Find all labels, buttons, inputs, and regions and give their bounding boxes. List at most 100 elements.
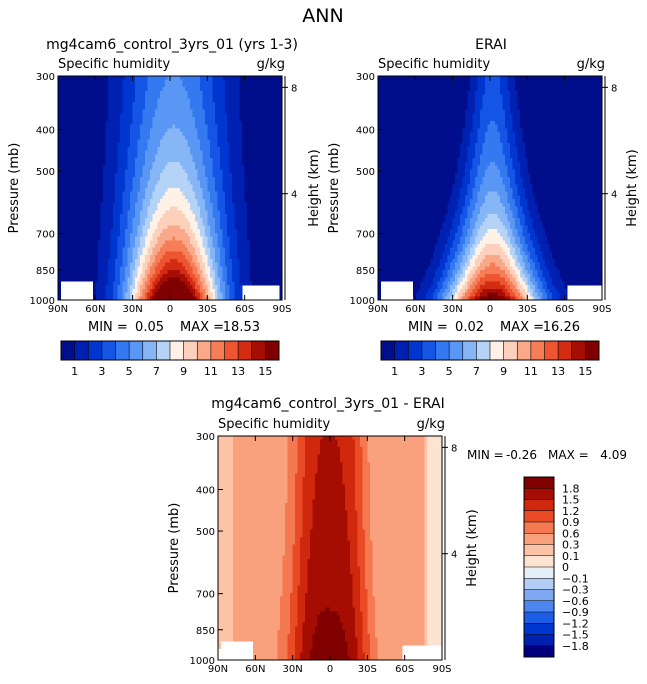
field-cell [85, 195, 89, 200]
field-cell [209, 150, 213, 155]
field-cell [207, 270, 211, 275]
field-cell [137, 165, 141, 170]
field-cell [100, 217, 104, 222]
field-cell [242, 169, 246, 174]
field-cell [95, 221, 99, 226]
field-cell [194, 225, 198, 230]
field-cell [140, 273, 143, 278]
field-cell [75, 165, 79, 170]
field-cell [145, 221, 148, 226]
field-cell [202, 229, 206, 234]
field-cell [257, 251, 260, 256]
field-cell [147, 120, 151, 125]
field-cell [145, 240, 148, 245]
field-cell [82, 225, 86, 230]
field-cell [160, 277, 163, 282]
field-cell [165, 240, 168, 245]
field-cell [199, 277, 203, 282]
field-cell [257, 270, 260, 275]
field-cell [262, 146, 265, 152]
field-cell [125, 202, 129, 208]
field-cell [70, 232, 74, 237]
field-cell [267, 90, 270, 96]
field-cell [130, 214, 134, 219]
field-cell [179, 195, 183, 200]
field-cell [147, 281, 151, 286]
field-cell [202, 191, 206, 196]
field-cell [132, 277, 136, 282]
field-cell [217, 255, 221, 260]
field-cell [204, 105, 208, 110]
field-cell [239, 94, 243, 99]
field-cell [122, 202, 126, 208]
field-cell [207, 146, 211, 152]
field-cell [130, 87, 134, 92]
field-cell [227, 158, 231, 163]
field-cell [234, 158, 238, 163]
field-cell [174, 139, 178, 144]
field-cell [92, 191, 96, 196]
field-cell [194, 109, 198, 114]
field-cell [67, 150, 71, 155]
field-cell [62, 105, 66, 110]
field-cell [247, 206, 250, 211]
field-cell [217, 180, 221, 185]
field-cell [155, 169, 158, 174]
field-cell [222, 251, 226, 256]
field-cell [259, 105, 263, 110]
field-cell [212, 184, 216, 189]
field-cell [125, 255, 129, 260]
field-cell [150, 232, 153, 237]
field-cell [179, 258, 183, 264]
field-cell [217, 146, 221, 152]
field-cell [70, 173, 74, 178]
field-cell [277, 158, 280, 163]
field-cell [67, 240, 71, 245]
field-cell [274, 120, 278, 125]
field-cell [174, 262, 178, 267]
field-cell [234, 132, 238, 137]
field-cell [222, 199, 226, 204]
field-cell [145, 281, 148, 286]
field-cell [259, 79, 263, 84]
field-cell [165, 229, 168, 234]
field-cell [209, 229, 213, 234]
field-cell [125, 117, 129, 122]
field-cell [179, 199, 183, 204]
field-cell [75, 195, 79, 200]
field-cell [160, 128, 163, 133]
field-cell [217, 79, 221, 84]
field-cell [194, 90, 198, 96]
field-cell [197, 90, 201, 96]
field-cell [197, 154, 201, 159]
field-cell [152, 270, 156, 275]
field-cell [272, 143, 275, 148]
field-cell [140, 94, 143, 99]
field-cell [110, 102, 114, 107]
field-cell [127, 281, 131, 286]
field-cell [224, 225, 228, 230]
field-cell [202, 258, 206, 264]
field-cell [199, 169, 203, 174]
field-cell [209, 247, 213, 252]
field-cell [82, 277, 86, 282]
field-cell [80, 135, 84, 140]
field-cell [237, 195, 241, 200]
field-cell [140, 232, 143, 237]
field-cell [199, 225, 203, 230]
field-cell [130, 251, 134, 256]
field-cell [132, 281, 136, 286]
field-cell [202, 180, 206, 185]
field-cell [167, 161, 171, 166]
field-cell [167, 176, 171, 181]
field-cell [252, 266, 255, 271]
field-cell [219, 180, 223, 185]
field-cell [132, 258, 136, 264]
field-cell [199, 113, 203, 118]
field-cell [254, 98, 258, 103]
field-cell [112, 90, 116, 96]
field-cell [204, 240, 208, 245]
field-cell [70, 240, 74, 245]
field-cell [189, 105, 193, 110]
field-cell [179, 221, 183, 226]
